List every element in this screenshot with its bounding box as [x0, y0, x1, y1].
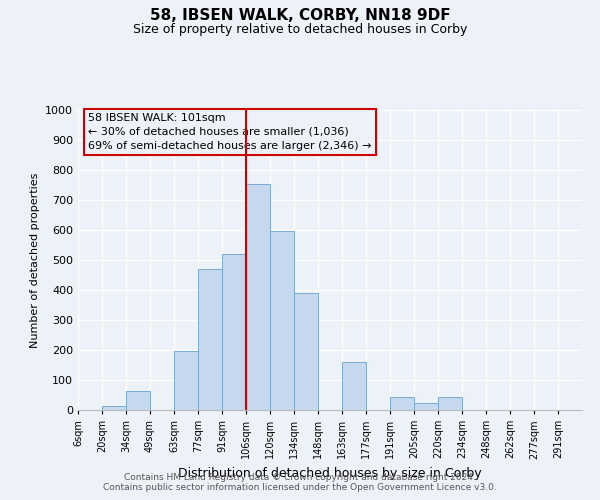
Bar — [198, 269, 222, 410]
Bar — [294, 293, 318, 410]
Y-axis label: Number of detached properties: Number of detached properties — [29, 172, 40, 348]
X-axis label: Distribution of detached houses by size in Corby: Distribution of detached houses by size … — [178, 467, 482, 480]
Text: 58 IBSEN WALK: 101sqm
← 30% of detached houses are smaller (1,036)
69% of semi-d: 58 IBSEN WALK: 101sqm ← 30% of detached … — [88, 113, 371, 151]
Bar — [222, 254, 246, 410]
Bar — [390, 397, 414, 410]
Bar — [102, 406, 126, 410]
Text: Size of property relative to detached houses in Corby: Size of property relative to detached ho… — [133, 22, 467, 36]
Bar — [126, 391, 150, 410]
Text: 58, IBSEN WALK, CORBY, NN18 9DF: 58, IBSEN WALK, CORBY, NN18 9DF — [149, 8, 451, 22]
Bar — [246, 184, 270, 410]
Bar — [438, 396, 462, 410]
Bar — [342, 362, 366, 410]
Text: Contains HM Land Registry data © Crown copyright and database right 2024.: Contains HM Land Registry data © Crown c… — [124, 474, 476, 482]
Text: Contains public sector information licensed under the Open Government Licence v3: Contains public sector information licen… — [103, 484, 497, 492]
Bar — [270, 231, 294, 410]
Bar — [174, 350, 198, 410]
Bar — [414, 402, 438, 410]
